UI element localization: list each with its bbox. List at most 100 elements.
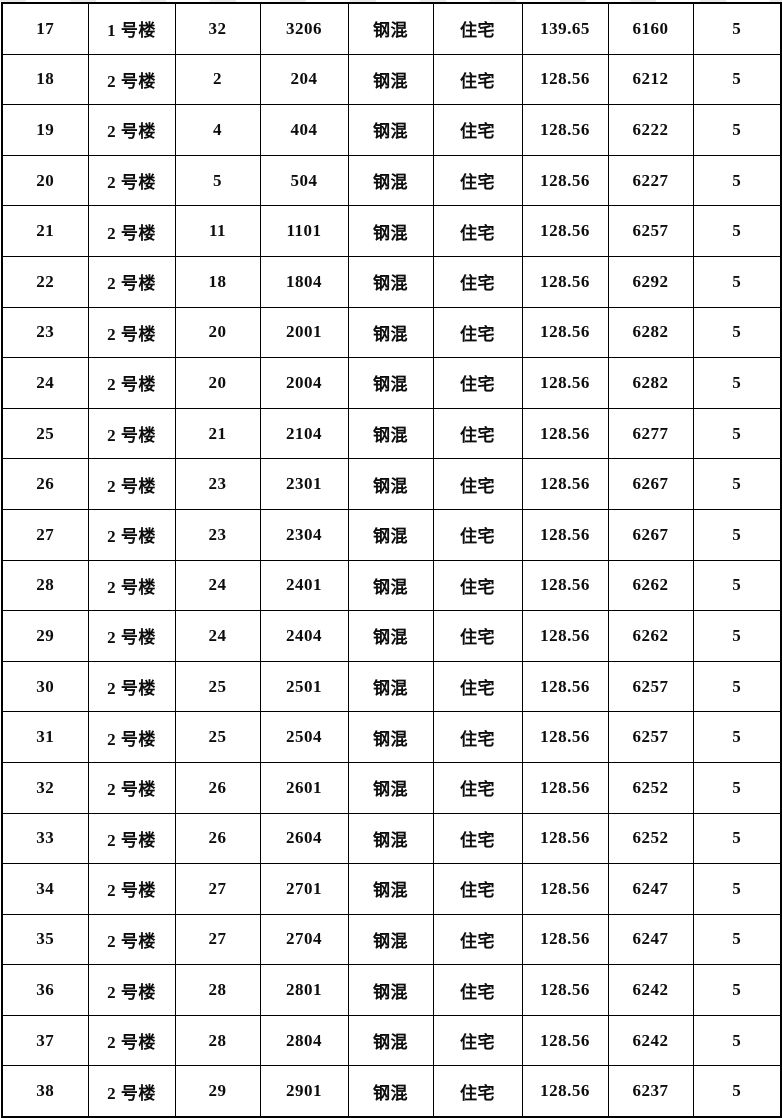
- table-cell: 2 号楼: [87, 812, 176, 865]
- table-cell: 6247: [607, 913, 694, 966]
- table-cell: 128.56: [521, 660, 609, 713]
- table-cell: 钢混: [347, 205, 434, 257]
- table-cell: 27: [1, 508, 89, 561]
- table-cell: 住宅: [432, 812, 523, 865]
- table-cell: 33: [1, 812, 89, 865]
- table-cell: 29: [1, 610, 89, 662]
- table-cell: 2 号楼: [87, 660, 176, 713]
- table-row: 23 2 号楼 20 2001 钢混 住宅 128.56 6282 5: [1, 306, 782, 359]
- table-cell: 2 号楼: [87, 863, 176, 915]
- table-cell: 住宅: [432, 154, 523, 207]
- table-cell: 钢混: [347, 306, 434, 359]
- table-cell: 2 号楼: [87, 458, 176, 510]
- table-cell: 2604: [259, 812, 349, 865]
- table-cell: 25: [174, 660, 261, 713]
- table-cell: 128.56: [521, 458, 609, 510]
- table-row: 17 1 号楼 32 3206 钢混 住宅 139.65 6160 5: [1, 2, 782, 55]
- table-cell: 128.56: [521, 1014, 609, 1067]
- table-cell: 钢混: [347, 863, 434, 915]
- table-cell: 2 号楼: [87, 1065, 176, 1118]
- table-cell: 住宅: [432, 660, 523, 713]
- table-cell: 钢混: [347, 964, 434, 1016]
- table-cell: 6227: [607, 154, 694, 207]
- table-cell: 2901: [259, 1065, 349, 1118]
- table-cell: 5: [692, 205, 782, 257]
- table-cell: 2 号楼: [87, 104, 176, 156]
- table-cell: 2 号楼: [87, 711, 176, 763]
- table-cell: 5: [692, 2, 782, 55]
- table-cell: 钢混: [347, 1065, 434, 1118]
- table-cell: 2 号楼: [87, 154, 176, 207]
- table-cell: 5: [174, 154, 261, 207]
- table-cell: 20: [174, 357, 261, 409]
- table-cell: 11: [174, 205, 261, 257]
- table-cell: 2301: [259, 458, 349, 510]
- table-cell: 28: [1, 559, 89, 612]
- table-cell: 128.56: [521, 610, 609, 662]
- table-cell: 住宅: [432, 407, 523, 460]
- table-cell: 128.56: [521, 1065, 609, 1118]
- table-cell: 住宅: [432, 458, 523, 510]
- table-cell: 钢混: [347, 559, 434, 612]
- table-cell: 128.56: [521, 711, 609, 763]
- table-cell: 6282: [607, 357, 694, 409]
- table-cell: 6267: [607, 458, 694, 510]
- table-row: 22 2 号楼 18 1804 钢混 住宅 128.56 6292 5: [1, 255, 782, 308]
- table-cell: 6242: [607, 964, 694, 1016]
- table-cell: 住宅: [432, 53, 523, 106]
- table-row: 26 2 号楼 23 2301 钢混 住宅 128.56 6267 5: [1, 458, 782, 510]
- table-cell: 钢混: [347, 2, 434, 55]
- table-cell: 22: [1, 255, 89, 308]
- table-cell: 住宅: [432, 1065, 523, 1118]
- table-cell: 128.56: [521, 104, 609, 156]
- table-cell: 2801: [259, 964, 349, 1016]
- table-cell: 6257: [607, 205, 694, 257]
- table-cell: 128.56: [521, 154, 609, 207]
- table-row: 20 2 号楼 5 504 钢混 住宅 128.56 6227 5: [1, 154, 782, 207]
- table-cell: 5: [692, 610, 782, 662]
- table-cell: 128.56: [521, 761, 609, 814]
- table-row: 36 2 号楼 28 2801 钢混 住宅 128.56 6242 5: [1, 964, 782, 1016]
- table-cell: 钢混: [347, 458, 434, 510]
- table-cell: 24: [174, 559, 261, 612]
- table-cell: 钢混: [347, 913, 434, 966]
- table-cell: 6252: [607, 812, 694, 865]
- table-cell: 29: [174, 1065, 261, 1118]
- table-row: 18 2 号楼 2 204 钢混 住宅 128.56 6212 5: [1, 53, 782, 106]
- table-cell: 6267: [607, 508, 694, 561]
- table-row: 35 2 号楼 27 2704 钢混 住宅 128.56 6247 5: [1, 913, 782, 966]
- table-cell: 钢混: [347, 508, 434, 561]
- table-cell: 37: [1, 1014, 89, 1067]
- table-cell: 30: [1, 660, 89, 713]
- table-cell: 2 号楼: [87, 357, 176, 409]
- table-cell: 2001: [259, 306, 349, 359]
- table-cell: 住宅: [432, 761, 523, 814]
- table-cell: 6262: [607, 610, 694, 662]
- table-cell: 204: [259, 53, 349, 106]
- table-cell: 26: [1, 458, 89, 510]
- table-cell: 6242: [607, 1014, 694, 1067]
- table-cell: 5: [692, 812, 782, 865]
- table-cell: 4: [174, 104, 261, 156]
- table-cell: 19: [1, 104, 89, 156]
- table-cell: 128.56: [521, 863, 609, 915]
- table-cell: 2: [174, 53, 261, 106]
- table-cell: 128.56: [521, 255, 609, 308]
- table-cell: 5: [692, 458, 782, 510]
- table-cell: 住宅: [432, 306, 523, 359]
- table-cell: 住宅: [432, 913, 523, 966]
- table-cell: 2701: [259, 863, 349, 915]
- table-cell: 2004: [259, 357, 349, 409]
- table-cell: 钢混: [347, 610, 434, 662]
- table-cell: 128.56: [521, 407, 609, 460]
- table-cell: 31: [1, 711, 89, 763]
- table-cell: 2401: [259, 559, 349, 612]
- table-cell: 2 号楼: [87, 205, 176, 257]
- table-cell: 2804: [259, 1014, 349, 1067]
- page-crop-artifact: [0, 0, 782, 2]
- table-cell: 钢混: [347, 407, 434, 460]
- table-cell: 钢混: [347, 255, 434, 308]
- table-row: 33 2 号楼 26 2604 钢混 住宅 128.56 6252 5: [1, 812, 782, 865]
- table-cell: 5: [692, 53, 782, 106]
